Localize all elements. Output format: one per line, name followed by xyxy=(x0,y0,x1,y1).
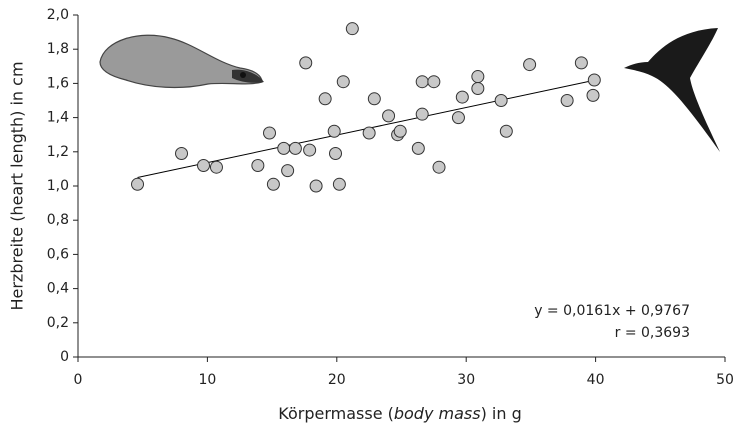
y-tick-label: 0 xyxy=(60,349,69,365)
data-point xyxy=(362,126,376,140)
x-axis-label: Körpermasse (body mass) in g xyxy=(278,404,521,423)
data-point xyxy=(471,82,485,96)
y-tick-label: 1,4 xyxy=(47,110,69,126)
data-point xyxy=(309,179,323,193)
data-point xyxy=(560,94,574,107)
data-point xyxy=(451,111,465,125)
x-tick-label: 50 xyxy=(716,372,734,388)
data-point xyxy=(345,22,359,36)
data-point xyxy=(494,94,508,107)
nestling-illustration xyxy=(99,34,264,89)
x-tick-label: 30 xyxy=(457,372,475,388)
y-tick-label: 1,0 xyxy=(47,178,69,194)
data-point xyxy=(367,92,381,106)
data-point xyxy=(299,56,313,70)
data-point xyxy=(329,147,343,161)
y-tick-label: 1,8 xyxy=(47,41,69,57)
data-point xyxy=(288,141,302,155)
x-axis-label-part: body mass xyxy=(394,404,481,423)
data-point xyxy=(455,90,469,104)
x-tick-label: 10 xyxy=(198,372,216,388)
data-point xyxy=(523,58,537,72)
data-point xyxy=(499,124,513,138)
data-point xyxy=(175,147,189,161)
x-axis-label-part: Körpermasse ( xyxy=(278,404,394,423)
data-point xyxy=(471,70,485,84)
data-point xyxy=(587,73,601,87)
data-point xyxy=(281,164,295,178)
data-point xyxy=(318,92,332,106)
data-point xyxy=(131,177,145,191)
x-tick-label: 40 xyxy=(587,372,605,388)
y-tick-label: 1,6 xyxy=(47,75,69,91)
data-point xyxy=(427,75,441,89)
x-axis-label-part: ) in g xyxy=(481,404,522,423)
y-tick-label: 0,8 xyxy=(47,212,69,228)
y-tick-label: 0,4 xyxy=(47,281,69,297)
data-point xyxy=(415,107,429,121)
annotation: y = 0,0161x + 0,9767 xyxy=(534,303,690,319)
annotation: r = 0,3693 xyxy=(615,325,690,341)
data-point xyxy=(415,75,429,89)
data-point xyxy=(209,160,223,174)
y-axis-label: Herzbreite (heart length) in cm xyxy=(8,61,27,310)
y-tick-label: 0,6 xyxy=(47,246,69,262)
data-point xyxy=(411,141,425,155)
data-point xyxy=(197,158,211,172)
data-point xyxy=(574,56,588,70)
data-point xyxy=(303,143,317,157)
data-point xyxy=(327,124,341,138)
data-point xyxy=(251,158,265,172)
data-point xyxy=(382,109,396,123)
data-point xyxy=(393,124,407,138)
swift-silhouette xyxy=(624,28,720,152)
x-tick-label: 0 xyxy=(74,372,83,388)
data-point xyxy=(586,88,600,102)
data-point xyxy=(266,177,280,191)
data-point xyxy=(263,126,277,140)
data-point xyxy=(332,177,346,191)
y-tick-label: 0,2 xyxy=(47,315,69,331)
data-point xyxy=(432,160,446,174)
data-point xyxy=(336,75,350,89)
data-point xyxy=(277,141,291,155)
y-tick-label: 2,0 xyxy=(47,7,69,23)
x-tick-label: 20 xyxy=(328,372,346,388)
y-tick-label: 1,2 xyxy=(47,144,69,160)
